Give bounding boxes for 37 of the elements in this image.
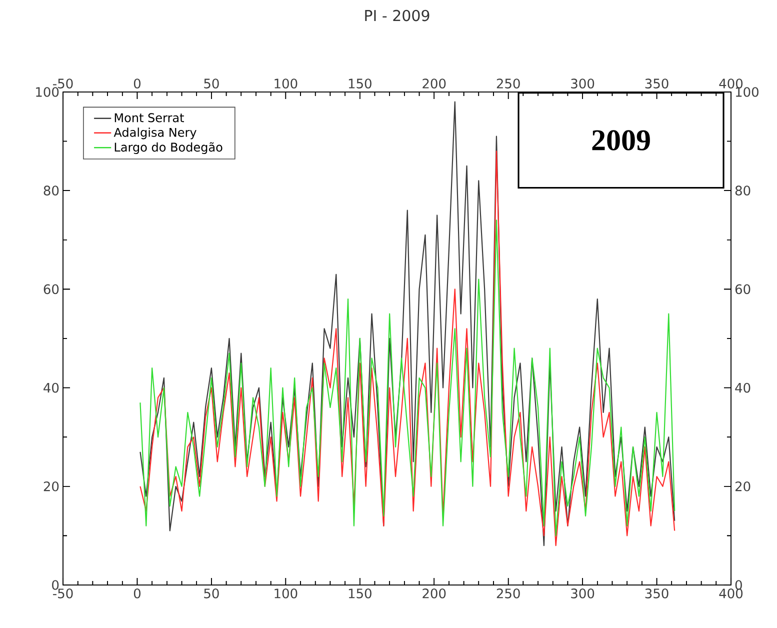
- y-tick-label: 80: [44, 186, 59, 196]
- line-series: [140, 220, 676, 536]
- x-tick-label: 0: [134, 78, 140, 88]
- x2-tick-label: 350: [645, 588, 668, 598]
- x2-tick-label: 250: [496, 588, 520, 598]
- x-tick-label: 100: [274, 78, 298, 88]
- legend-label: Largo do Bodegão: [114, 142, 222, 154]
- y-tick-label: 0: [52, 580, 59, 590]
- x-tick-label: 150: [348, 78, 372, 88]
- x-tick-label: 250: [496, 78, 520, 88]
- x2-tick-label: 0: [134, 588, 140, 598]
- x2-tick-label: -50: [53, 588, 73, 598]
- y2-tick-label: 80: [735, 186, 750, 196]
- x2-tick-label: 400: [719, 588, 743, 598]
- chart-title: PI - 2009: [365, 10, 430, 22]
- y2-tick-label: 100: [736, 87, 758, 97]
- y-tick-label: 100: [36, 87, 59, 97]
- x-tick-label: 400: [719, 78, 743, 88]
- x-tick-label: 300: [571, 78, 594, 88]
- annotation: 2009: [592, 130, 650, 150]
- legend-label: Mont Serrat: [114, 113, 184, 122]
- y-tick-label: 20: [44, 481, 59, 492]
- x-tick-label: -50: [53, 78, 73, 88]
- x2-tick-label: 200: [422, 588, 446, 598]
- y2-tick-label: 60: [735, 284, 750, 294]
- legend-label: Adalgisa Nery: [114, 128, 196, 140]
- x2-tick-label: 150: [348, 588, 372, 598]
- y-tick-label: 40: [44, 382, 59, 393]
- y2-tick-label: 40: [735, 382, 750, 393]
- x-tick-label: 50: [204, 78, 219, 88]
- y2-tick-label: 20: [735, 481, 750, 492]
- x2-tick-label: 100: [274, 588, 298, 598]
- x-tick-label: 200: [422, 78, 446, 88]
- x-tick-label: 350: [645, 78, 668, 88]
- x2-tick-label: 300: [571, 588, 594, 598]
- y-tick-label: 60: [44, 284, 59, 294]
- x2-tick-label: 50: [204, 588, 219, 598]
